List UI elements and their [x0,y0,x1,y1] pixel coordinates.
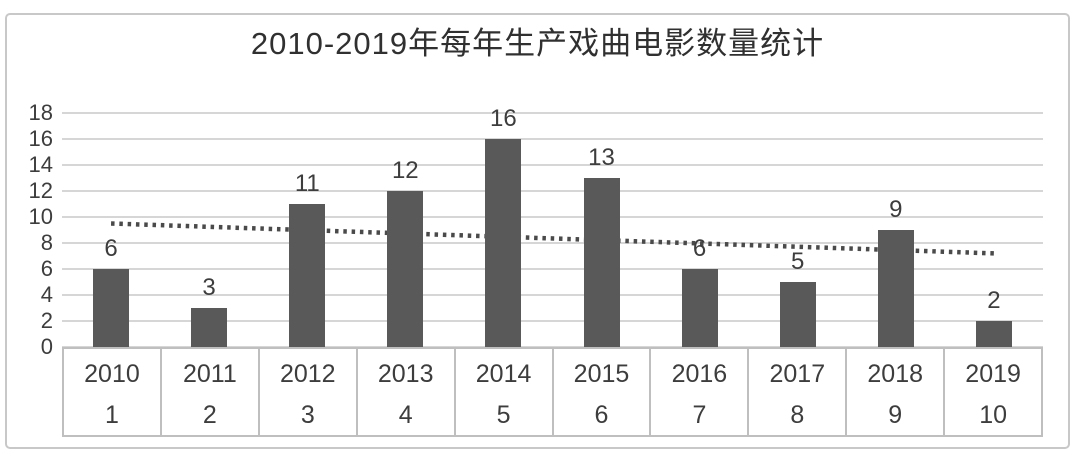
bar-value-label: 13 [588,144,615,171]
x-axis-year-label: 2013 [377,360,434,388]
x-axis-year-label: 2018 [867,360,924,388]
x-axis-index-label: 2 [202,401,217,429]
bar-value-label: 16 [490,105,517,132]
bar-value-label: 9 [889,196,903,223]
bar-2011 [191,308,228,347]
bar-value-label: 5 [791,248,805,275]
gridline [62,216,1043,218]
x-axis-category-cell: 2014 5 [453,349,552,435]
x-axis-label-table: 2010 1 2011 2 2012 3 2013 4 2014 5 2015 6 2016 7 2017 8… [62,347,1043,437]
bar-value-label: 2 [987,287,1001,314]
gridline [62,294,1043,296]
x-axis-index-label: 1 [105,401,119,429]
x-axis-index-label: 9 [888,401,903,429]
bar-2018 [877,230,914,347]
x-axis-category-cell: 2011 2 [159,349,258,435]
x-axis-category-cell: 2013 4 [355,349,454,435]
x-axis-category-cell: 2018 9 [845,349,943,435]
x-axis-index-label: 7 [692,401,707,429]
x-axis-category-cell: 2012 3 [257,349,356,435]
x-axis-category-cell: 2016 7 [649,349,747,435]
y-axis-tick-label: 4 [40,282,53,307]
x-axis-year-label: 2017 [769,360,826,388]
bar-2017 [779,282,816,347]
y-axis-tick-label: 16 [28,126,53,151]
x-axis-year-label: 2014 [475,360,532,388]
x-axis-year-label: 2016 [671,360,728,388]
bar-2013 [387,191,424,347]
gridline [62,112,1043,114]
bar-value-label: 12 [391,157,419,184]
bar-2016 [681,269,718,347]
x-axis-index-label: 5 [496,401,511,429]
gridline [62,268,1043,270]
bar-2019 [975,321,1012,347]
chart-frame: 2010-2019年每年生产戏曲电影数量统计 0 2 4 6 8 10 12 14 16 18 6… [5,13,1070,449]
plot-area: 0 2 4 6 8 10 12 14 16 18 6 3 11 12 16 13 6 5 9 2 2010 1 2011… [7,15,1068,447]
y-axis-tick-label: 6 [40,256,53,281]
x-axis-category-cell: 2017 8 [747,349,845,435]
y-axis-tick-label: 8 [40,230,53,255]
x-axis-index-label: 4 [398,401,413,429]
trendline [110,221,995,256]
x-axis-year-label: 2012 [279,360,336,388]
gridline [62,138,1043,140]
y-axis-tick-label: 0 [40,334,53,359]
y-axis-tick-label: 18 [28,100,53,125]
bar-2010 [93,269,129,347]
y-axis-tick-label: 12 [28,178,53,203]
x-axis-index-label: 10 [979,401,1008,429]
gridline [62,242,1043,244]
x-axis-category-cell: 2019 10 [943,349,1041,435]
bar-value-label: 6 [104,235,118,262]
bar-2012 [289,204,326,347]
gridline [62,320,1043,322]
gridline [62,164,1043,166]
bar-2014 [485,139,522,347]
chart-title: 2010-2019年每年生产戏曲电影数量统计 [250,26,825,61]
bar-2015 [583,178,620,347]
y-axis-tick-label: 10 [28,204,53,229]
x-axis-index-label: 8 [790,401,805,429]
bar-value-label: 11 [294,170,320,197]
x-axis-year-label: 2010 [84,360,140,388]
x-axis-category-cell: 2015 6 [551,349,650,435]
x-axis-index-label: 6 [594,401,609,429]
gridline [62,190,1043,192]
bar-value-label: 6 [692,235,707,262]
y-axis-tick-label: 2 [40,308,53,333]
x-axis-index-label: 3 [300,401,315,429]
x-axis-year-label: 2011 [182,360,237,388]
x-axis-year-label: 2019 [965,360,1021,388]
bar-value-label: 3 [202,274,216,301]
y-axis-tick-label: 14 [28,152,53,177]
x-axis-category-cell: 2010 1 [64,349,160,435]
x-axis-year-label: 2015 [573,360,630,388]
